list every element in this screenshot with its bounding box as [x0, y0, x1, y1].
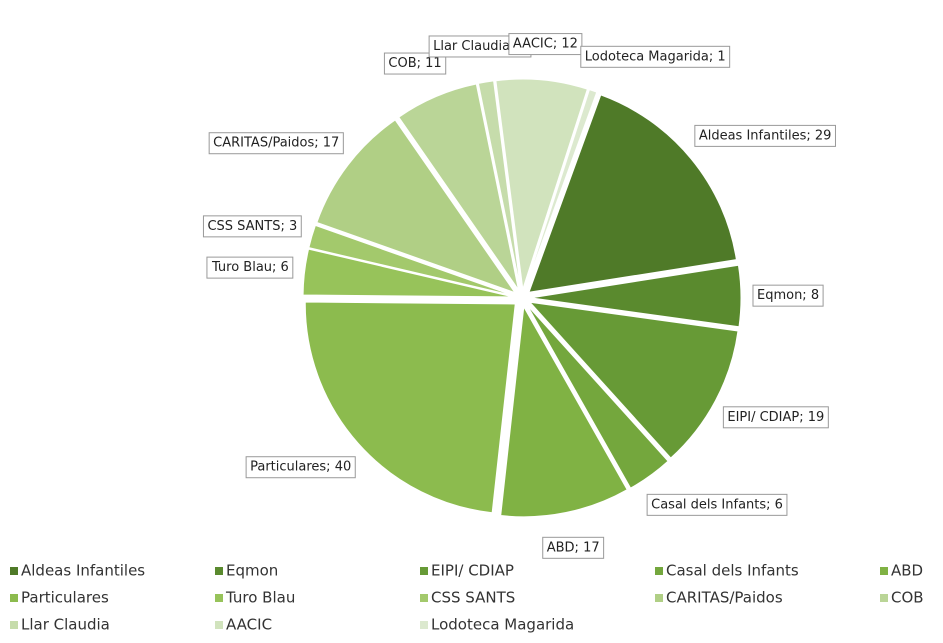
pie-slice [528, 94, 737, 293]
data-label-box [206, 256, 294, 279]
legend-swatch [420, 594, 428, 602]
pie-slice [524, 89, 598, 290]
legend-swatch [880, 567, 888, 575]
data-label: Eqmon; 8 [757, 288, 819, 303]
legend-label: CARITAS/Paidos [666, 589, 783, 607]
data-label: Aldeas Infantiles; 29 [699, 128, 832, 143]
data-label: EIPI/ CDIAP; 19 [727, 410, 824, 425]
data-label-box [694, 124, 836, 147]
legend-label: ABD [891, 562, 923, 580]
legend-swatch [215, 621, 223, 629]
legend-label: Llar Claudia [21, 616, 110, 634]
legend-label: Aldeas Infantiles [21, 562, 145, 580]
pie-slice [304, 301, 516, 514]
data-label: Casal dels Infants; 6 [651, 497, 783, 512]
pie-slice [528, 301, 739, 459]
pie-slice [398, 83, 519, 291]
pie-slice [477, 80, 522, 290]
pie-slice [316, 119, 517, 294]
legend-label: Lodoteca Magarida [431, 616, 574, 634]
legend-swatch [420, 621, 428, 629]
legend-swatch [655, 567, 663, 575]
data-label-box [580, 45, 731, 68]
data-label: CARITAS/Paidos; 17 [213, 136, 339, 151]
data-label-box [383, 52, 447, 75]
legend-label: Turo Blau [225, 589, 295, 607]
legend-label: Particulares [21, 589, 109, 607]
legend-label: COB [891, 589, 924, 607]
data-label-box [245, 456, 356, 479]
legend-swatch [10, 567, 18, 575]
data-label: ABD; 17 [547, 540, 600, 555]
legend-swatch [215, 567, 223, 575]
data-label: COB; 11 [388, 56, 441, 71]
pie-slice [495, 78, 588, 290]
data-label-box [646, 493, 788, 516]
legend-swatch [420, 567, 428, 575]
data-label-box [542, 536, 605, 559]
legend-swatch [655, 594, 663, 602]
legend-swatch [215, 594, 223, 602]
legend-label: AACIC [226, 616, 272, 634]
data-label-box [752, 284, 824, 307]
legend-swatch [10, 594, 18, 602]
pie-slice [308, 224, 514, 296]
data-label: AACIC; 12 [513, 37, 578, 52]
data-label: Lodoteca Magarida; 1 [585, 49, 726, 64]
data-label: Turo Blau; 6 [211, 260, 289, 275]
pie-slice [526, 304, 669, 489]
data-label: Particulares; 40 [250, 460, 351, 475]
data-label-box [722, 406, 829, 429]
pie-slice [530, 264, 742, 328]
legend-label: Casal dels Infants [666, 562, 799, 580]
pie-slice [500, 305, 628, 518]
data-label: CSS SANTS; 3 [207, 219, 297, 234]
data-label: Llar Claudia; 2 [433, 39, 527, 54]
pie-slice [302, 248, 514, 298]
legend-swatch [880, 594, 888, 602]
legend-swatch [10, 621, 18, 629]
data-label-box [202, 215, 302, 238]
legend-label: CSS SANTS [431, 589, 515, 607]
data-label-box [208, 132, 344, 155]
legend-label: EIPI/ CDIAP [431, 562, 514, 580]
data-label-box [508, 33, 583, 56]
legend-label: Eqmon [226, 562, 278, 580]
